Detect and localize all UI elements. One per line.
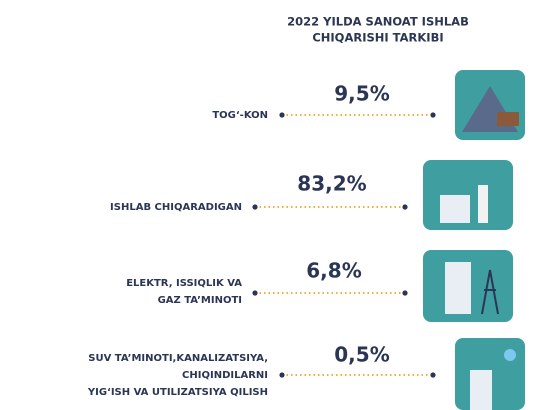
item-value: 9,5% (334, 82, 389, 106)
dot (402, 290, 408, 296)
dot (279, 112, 285, 118)
item-value: 83,2% (297, 172, 366, 196)
icon-water-building (470, 370, 492, 410)
icon-chimney (478, 185, 488, 223)
title: CHIQARISHI TARKIBI (312, 31, 443, 45)
item-label: ELEKTR, ISSIQLIK VA (126, 278, 242, 289)
icons (423, 70, 525, 410)
icon-cart (497, 112, 519, 126)
item-label: GAZ TA’MINOTI (158, 295, 242, 306)
dot (279, 372, 285, 378)
dot (430, 112, 436, 118)
item-label: YIG‘ISH VA UTILIZATSIYA QILISH (87, 387, 268, 398)
icon-tower (481, 269, 499, 315)
dot (252, 290, 258, 296)
item-value: 0,5% (334, 343, 389, 367)
dot (430, 372, 436, 378)
item-label: CHIQINDILARNI (182, 370, 268, 381)
title: 2022 YILDA SANOAT ISHLAB (287, 15, 469, 29)
dot (402, 204, 408, 210)
item-label: TOG‘-KON (212, 110, 268, 121)
item-label: ISHLAB CHIQARADIGAN (110, 202, 242, 213)
icon-drop (504, 349, 516, 361)
item-label: SUV TA’MINOTI,KANALIZATSIYA, (88, 353, 268, 364)
item-value: 6,8% (306, 259, 361, 283)
dot (252, 204, 258, 210)
icon-building (445, 262, 471, 314)
icon-factory-shape (440, 195, 470, 223)
